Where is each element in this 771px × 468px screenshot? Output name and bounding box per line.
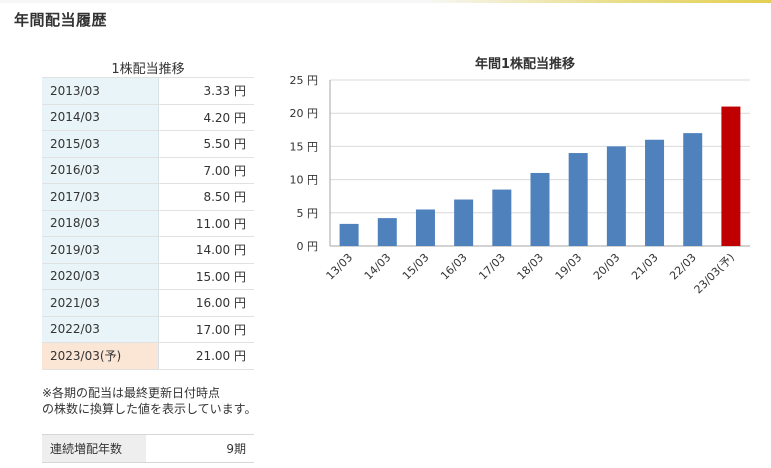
x-tick-label: 14/03 — [362, 251, 394, 283]
dividend-value-cell: 5.50 円 — [158, 130, 254, 158]
streak-label: 連続増配年数 — [42, 434, 146, 463]
y-tick-label: 10 円 — [290, 174, 319, 187]
year-cell: 2017/03 — [42, 183, 159, 211]
table-row: 2018/03 11.00 円 — [42, 209, 254, 237]
bar — [492, 189, 512, 246]
year-cell: 2015/03 — [42, 130, 159, 158]
streak-row: 連続増配年数 9期 — [42, 434, 254, 463]
year-cell: 2018/03 — [42, 209, 159, 237]
bar — [606, 146, 626, 246]
dividend-value-cell: 16.00 円 — [158, 289, 254, 317]
y-tick-label: 0 円 — [297, 240, 319, 253]
bar — [645, 139, 665, 246]
footnote: ※各期の配当は最終更新日付時点 の株数に換算した値を表示しています。 — [42, 385, 256, 417]
x-tick-label: 15/03 — [400, 251, 432, 283]
bar — [377, 218, 397, 246]
table-row: 2021/03 16.00 円 — [42, 289, 254, 317]
dividend-value-cell: 4.20 円 — [158, 103, 254, 131]
y-tick-label: 5 円 — [297, 207, 319, 220]
dividend-value-cell: 17.00 円 — [158, 315, 254, 343]
year-cell: 2021/03 — [42, 289, 159, 317]
dividend-value-cell: 3.33 円 — [158, 77, 254, 105]
bar — [568, 153, 588, 246]
dividend-value-cell: 15.00 円 — [158, 262, 254, 290]
table-row: 2014/03 4.20 円 — [42, 103, 254, 131]
dividend-value-cell: 14.00 円 — [158, 236, 254, 264]
year-cell: 2019/03 — [42, 236, 159, 264]
dividend-value-cell: 11.00 円 — [158, 209, 254, 237]
x-tick-label: 21/03 — [629, 251, 661, 283]
table-row: 2017/03 8.50 円 — [42, 183, 254, 211]
bar — [415, 209, 435, 246]
table-row: 2023/03(予) 21.00 円 — [42, 342, 254, 370]
footnote-line-2: の株数に換算した値を表示しています。 — [42, 402, 257, 416]
table-row: 2022/03 17.00 円 — [42, 315, 254, 343]
x-tick-label: 23/03(予) — [692, 251, 737, 296]
bar — [721, 106, 741, 246]
x-tick-label: 22/03 — [667, 251, 699, 283]
dividend-value-cell: 8.50 円 — [158, 183, 254, 211]
dividend-value-cell: 7.00 円 — [158, 156, 254, 184]
table-row: 2019/03 14.00 円 — [42, 236, 254, 264]
chart-title: 年間1株配当推移 — [474, 57, 576, 72]
year-cell: 2013/03 — [42, 77, 159, 105]
table-row: 2013/03 3.33 円 — [42, 77, 254, 105]
x-tick-label: 18/03 — [515, 251, 547, 283]
table-row: 2020/03 15.00 円 — [42, 262, 254, 290]
y-tick-label: 15 円 — [290, 140, 319, 153]
streak-table: 連続増配年数 9期 — [42, 434, 254, 463]
bar — [530, 172, 550, 246]
year-cell: 2020/03 — [42, 262, 159, 290]
year-cell: 2023/03(予) — [42, 342, 159, 370]
x-tick-label: 13/03 — [324, 251, 356, 283]
year-cell: 2014/03 — [42, 103, 159, 131]
x-tick-label: 20/03 — [591, 251, 623, 283]
table-row: 2016/03 7.00 円 — [42, 156, 254, 184]
bar — [683, 133, 703, 246]
bar — [339, 223, 359, 246]
section-title: 年間配当履歴 — [14, 11, 108, 29]
footnote-line-1: ※各期の配当は最終更新日付時点 — [42, 386, 221, 400]
year-cell: 2016/03 — [42, 156, 159, 184]
dividend-bar-chart: 0 円 5 円 10 円 15 円 20 円 25 円 13/03 14/03 15/03 16/… — [290, 74, 750, 296]
x-tick-label: 19/03 — [553, 251, 585, 283]
x-tick-label: 16/03 — [438, 251, 470, 283]
streak-value: 9期 — [146, 434, 254, 463]
table-caption: 1株配当推移 — [111, 62, 185, 77]
y-tick-label: 20 円 — [290, 107, 319, 120]
bar — [454, 199, 474, 246]
header-accent-strip — [0, 0, 771, 3]
table-row: 2015/03 5.50 円 — [42, 130, 254, 158]
x-tick-label: 17/03 — [476, 251, 508, 283]
dividend-value-cell: 21.00 円 — [158, 342, 254, 370]
y-tick-label: 25 円 — [290, 74, 319, 87]
year-cell: 2022/03 — [42, 315, 159, 343]
